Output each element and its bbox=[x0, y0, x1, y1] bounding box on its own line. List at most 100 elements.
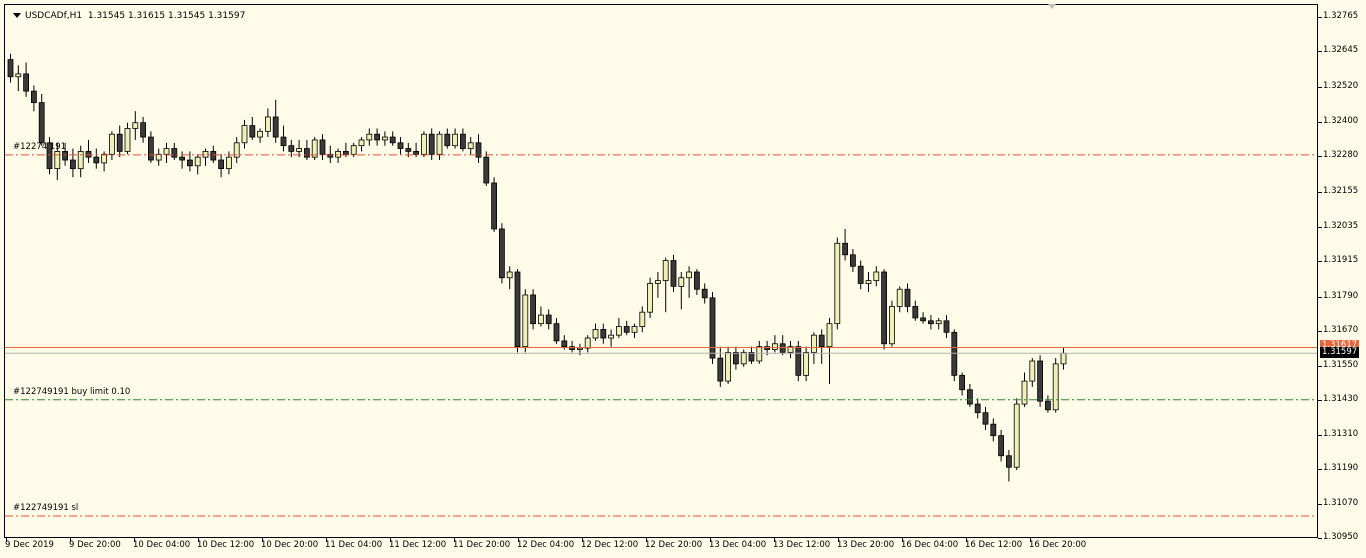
time-tick-mark bbox=[582, 538, 583, 542]
candle-body-bear bbox=[733, 351, 739, 365]
candle-body-bull bbox=[616, 326, 622, 336]
candle-body-bear bbox=[795, 346, 802, 376]
candle-body-bull bbox=[756, 346, 763, 362]
time-tick-label: 11 Dec 20:00 bbox=[453, 540, 511, 550]
order-label-buy-limit[interactable]: #122749191 buy limit 0.10 bbox=[13, 386, 131, 397]
candle-body-bear bbox=[928, 320, 934, 325]
candle-body-bear bbox=[1037, 360, 1043, 402]
candle bbox=[475, 134, 482, 163]
time-tick-label: 10 Dec 04:00 bbox=[133, 540, 191, 550]
price-tick-mark bbox=[1318, 400, 1322, 402]
candle-body-bull bbox=[155, 153, 162, 161]
candle bbox=[23, 62, 30, 97]
candle-body-bull bbox=[467, 142, 474, 149]
candle bbox=[670, 254, 677, 293]
candle bbox=[896, 286, 903, 313]
candle-body-bull bbox=[358, 139, 365, 147]
candle-body-bear bbox=[990, 423, 997, 437]
candle bbox=[358, 137, 365, 152]
candle bbox=[873, 266, 880, 287]
candle bbox=[1037, 355, 1043, 407]
time-tick-mark bbox=[838, 538, 839, 542]
candle-body-bear bbox=[982, 412, 989, 425]
candle-body-bear bbox=[561, 340, 568, 348]
symbol-timeframe: USDCADf,H1 bbox=[25, 11, 83, 21]
candle-body-bull bbox=[1021, 380, 1028, 405]
candle-body-bear bbox=[249, 125, 256, 138]
candle-body-bull bbox=[311, 139, 318, 158]
candle bbox=[327, 145, 334, 163]
candle-body-bear bbox=[514, 271, 521, 348]
order-label-tp[interactable]: #12274 191 bbox=[13, 141, 67, 152]
candle-body-bear bbox=[46, 142, 53, 170]
candle-body-bull bbox=[366, 133, 373, 141]
candle-body-bear bbox=[405, 148, 412, 152]
candle bbox=[420, 131, 427, 158]
candle-body-bear bbox=[951, 331, 958, 376]
candle bbox=[772, 335, 778, 353]
candle bbox=[257, 128, 264, 143]
chart-shift-marker-icon[interactable] bbox=[1048, 4, 1056, 9]
candle bbox=[1045, 395, 1051, 413]
time-tick-label: 11 Dec 04:00 bbox=[325, 540, 383, 550]
chart-menu-triangle-icon[interactable] bbox=[13, 13, 21, 18]
candle bbox=[545, 309, 552, 330]
candle-body-bull bbox=[1029, 360, 1036, 382]
candle-body-bull bbox=[592, 329, 599, 339]
candle bbox=[967, 383, 973, 407]
candle bbox=[335, 148, 342, 163]
candle bbox=[990, 418, 997, 442]
order-label-sl[interactable]: #122749191 sl bbox=[13, 503, 79, 514]
candle bbox=[38, 94, 45, 146]
candle-body-bear bbox=[943, 320, 950, 333]
time-tick-label: 12 Dec 20:00 bbox=[645, 540, 703, 550]
price-tick-label: 1.31430 bbox=[1323, 394, 1359, 405]
candle bbox=[818, 329, 825, 364]
candle-body-bear bbox=[779, 343, 786, 353]
candle-body-bull bbox=[1052, 363, 1059, 411]
candle bbox=[514, 269, 521, 353]
time-tick-label: 11 Dec 12:00 bbox=[389, 540, 447, 550]
candle bbox=[850, 249, 856, 272]
candle bbox=[631, 323, 638, 339]
candle bbox=[288, 139, 295, 158]
time-tick-label: 16 Dec 04:00 bbox=[901, 540, 959, 550]
candle-body-bear bbox=[413, 151, 420, 155]
candle bbox=[241, 119, 248, 149]
candle-body-bull bbox=[873, 271, 880, 282]
candle bbox=[249, 116, 256, 140]
candle-body-bear bbox=[569, 346, 575, 350]
candle-body-bull bbox=[241, 125, 248, 144]
candle-body-bull bbox=[935, 320, 942, 325]
candle bbox=[678, 272, 685, 310]
candle-body-bull bbox=[608, 334, 614, 339]
candle bbox=[62, 142, 68, 166]
candle-body-bear bbox=[179, 156, 186, 161]
candle bbox=[530, 289, 536, 330]
candle bbox=[233, 137, 240, 163]
chart-plot-area[interactable]: USDCADf,H1 1.31545 1.31615 1.31545 1.315… bbox=[4, 4, 1318, 538]
candle-body-bear bbox=[93, 156, 100, 164]
candle-body-bear bbox=[498, 228, 505, 279]
candle-body-bull bbox=[15, 73, 22, 78]
candle bbox=[163, 142, 170, 163]
time-tick-mark bbox=[6, 538, 7, 542]
candle bbox=[77, 145, 84, 178]
price-tick-mark bbox=[1318, 156, 1322, 158]
candle-body-bull bbox=[647, 283, 653, 313]
time-tick-label: 13 Dec 12:00 bbox=[773, 540, 831, 550]
candle bbox=[381, 131, 388, 146]
price-tick-label: 1.32645 bbox=[1323, 45, 1359, 56]
candle-body-bear bbox=[7, 59, 14, 78]
candle bbox=[616, 317, 622, 339]
candle-body-bear bbox=[881, 271, 887, 345]
candle-body-bull bbox=[522, 294, 529, 348]
candle bbox=[974, 398, 981, 419]
candle bbox=[54, 142, 61, 181]
candle bbox=[124, 122, 131, 155]
candle-body-bear bbox=[389, 136, 396, 144]
candlestick-chart[interactable] bbox=[5, 5, 1318, 538]
candle-body-bull bbox=[725, 351, 731, 382]
candle bbox=[639, 306, 646, 333]
